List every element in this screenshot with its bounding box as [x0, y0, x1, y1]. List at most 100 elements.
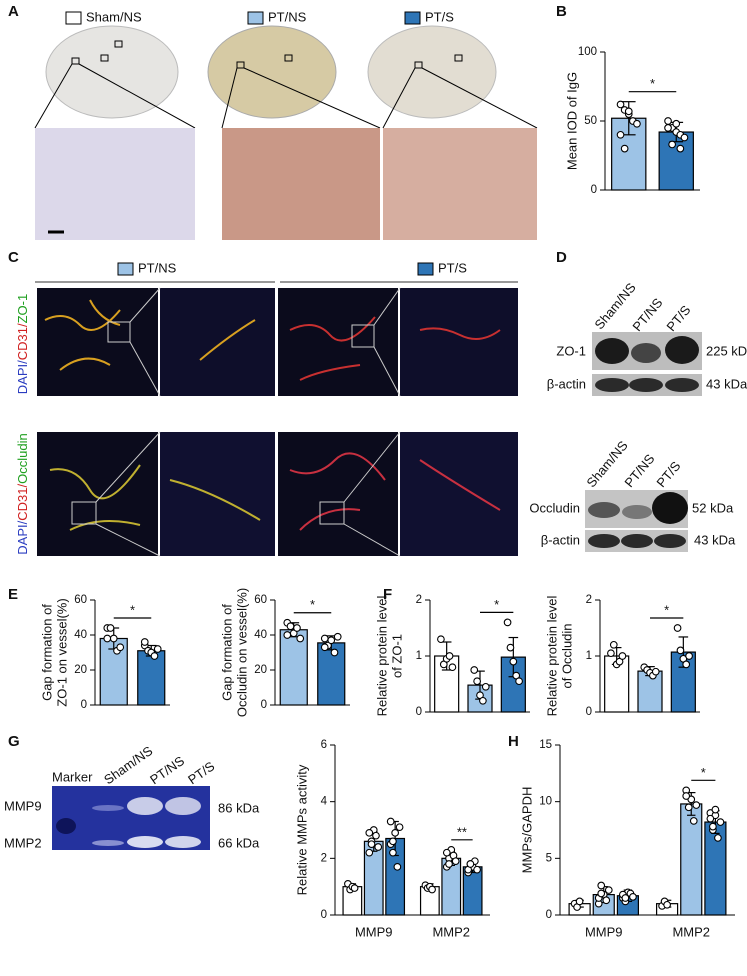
data-point — [365, 828, 374, 837]
significance-label: * — [130, 602, 135, 617]
data-point — [633, 119, 641, 128]
x-tick-label: MMP9 — [585, 924, 623, 939]
y-tick-label: 20 — [74, 664, 87, 676]
stain-label: DAPI/CD31/ZO-1 — [15, 294, 30, 394]
y-axis-label: of ZO-1 — [389, 634, 404, 678]
data-point — [668, 140, 676, 149]
data-point — [445, 860, 453, 868]
data-point — [692, 801, 701, 809]
data-point — [442, 848, 451, 857]
data-point — [140, 638, 149, 646]
protein-label: ZO-1 — [556, 343, 586, 358]
y-axis-label: of Occludin — [559, 623, 574, 688]
size-label: 225 kDa — [706, 343, 747, 358]
group-swatch — [117, 262, 134, 276]
data-point — [680, 133, 689, 142]
data-point — [437, 635, 445, 644]
data-point — [618, 652, 627, 660]
bar — [658, 131, 694, 191]
legend-label: PT/S — [425, 9, 454, 24]
data-point — [616, 100, 625, 109]
y-tick-label: 20 — [254, 664, 267, 676]
y-tick-label: 6 — [321, 739, 327, 751]
western-blots — [585, 332, 702, 552]
data-point — [103, 634, 112, 643]
data-point — [673, 624, 682, 632]
data-point — [470, 666, 479, 674]
lane-label: Marker — [52, 769, 93, 784]
data-point — [116, 643, 125, 652]
data-point — [609, 640, 618, 649]
data-point — [320, 634, 329, 643]
stain-label: DAPI/CD31/Occludin — [15, 433, 30, 554]
panel-letter: B — [556, 3, 567, 20]
data-point — [616, 130, 625, 139]
y-tick-label: 2 — [586, 594, 592, 606]
significance-label: * — [701, 765, 706, 780]
lane-label: PT/S — [653, 458, 683, 490]
y-tick-label: 1 — [586, 650, 592, 662]
group-label: PT/S — [438, 260, 467, 275]
data-point — [330, 648, 339, 657]
y-tick-label: 40 — [254, 629, 267, 641]
protein-label: Occludin — [529, 500, 580, 515]
legend-swatch — [404, 11, 421, 25]
lane-label: PT/S — [185, 758, 218, 787]
panel-letter: F — [383, 586, 392, 603]
y-tick-label: 0 — [321, 909, 327, 921]
data-point — [293, 624, 301, 632]
zymography-gel — [52, 786, 210, 850]
data-point — [676, 144, 685, 153]
y-tick-label: 0 — [591, 184, 597, 196]
data-point — [506, 643, 515, 652]
y-axis-label: Gap formation of — [39, 604, 54, 701]
x-tick-label: MMP9 — [355, 924, 393, 939]
legend-label: PT/NS — [268, 9, 307, 24]
y-axis-label: Occludin on vessel(%) — [234, 588, 249, 717]
y-tick-label: 60 — [74, 594, 87, 606]
data-point — [515, 677, 523, 686]
data-point — [597, 881, 606, 890]
stain-part: DAPI/ — [15, 360, 30, 394]
y-axis-label: ZO-1 on vessel(%) — [54, 598, 69, 706]
data-point — [283, 631, 292, 639]
data-point — [682, 792, 691, 800]
data-point — [682, 660, 691, 669]
data-point — [689, 817, 698, 825]
data-point — [621, 894, 630, 902]
x-tick-label: MMP2 — [672, 924, 710, 939]
significance-label: * — [310, 597, 315, 612]
y-tick-label: 4 — [321, 796, 328, 808]
data-point — [150, 652, 159, 660]
y-tick-label: 10 — [539, 796, 552, 808]
brain-images — [34, 25, 538, 240]
data-point — [711, 805, 720, 814]
y-axis-label: Relative MMPs activity — [294, 764, 309, 895]
x-tick-label: MMP2 — [432, 924, 470, 939]
data-point — [389, 837, 397, 846]
data-point — [624, 107, 633, 116]
group-label: PT/NS — [138, 260, 177, 275]
data-point — [684, 803, 693, 812]
lane-label: PT/NS — [147, 753, 187, 787]
y-tick-label: 2 — [321, 852, 327, 864]
stain-part: ZO-1 — [15, 294, 30, 324]
y-tick-label: 0 — [261, 699, 267, 711]
legend-swatch — [247, 11, 264, 25]
data-point — [685, 652, 693, 660]
data-point — [481, 682, 490, 691]
data-point — [391, 828, 399, 837]
data-point — [372, 831, 380, 840]
data-point — [393, 862, 402, 871]
data-point — [365, 848, 374, 857]
legend-label: Sham/NS — [86, 9, 142, 24]
data-point — [296, 634, 305, 643]
significance-label: ** — [457, 824, 467, 839]
data-point — [602, 896, 611, 905]
y-tick-label: 0 — [416, 706, 422, 718]
data-point — [466, 860, 475, 868]
data-point — [320, 643, 329, 652]
significance-label: * — [650, 76, 655, 91]
data-point — [607, 649, 615, 658]
data-point — [445, 652, 454, 660]
